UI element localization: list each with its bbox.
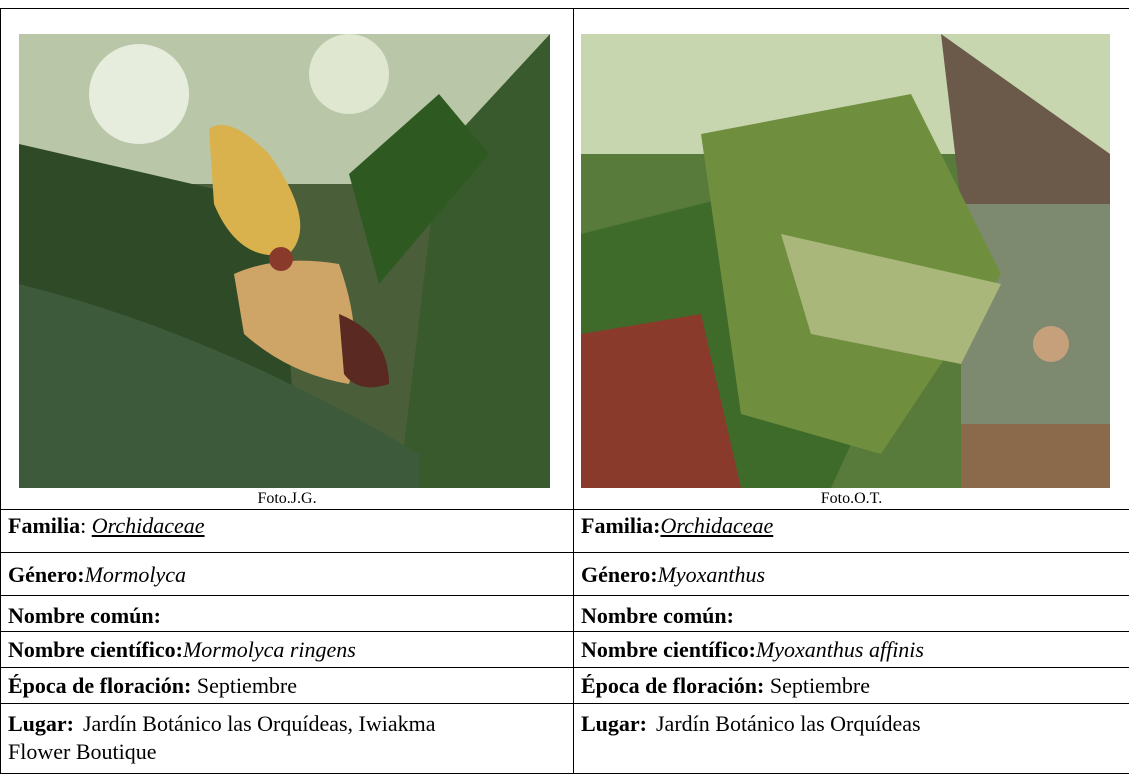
value: Myoxanthus affinis: [755, 637, 924, 662]
label: Familia: [8, 513, 81, 538]
epoca-row: Época de floración: Septiembre Época de …: [0, 667, 1129, 704]
cell: Género:Mormolyca: [0, 552, 574, 596]
genero-row: Género:Mormolyca Género:Myoxanthus: [0, 552, 1129, 596]
value: Septiembre: [196, 673, 298, 698]
label: Lugar:: [8, 711, 74, 736]
label: Lugar:: [581, 711, 647, 736]
cell: Nombre común:: [0, 595, 574, 632]
value: Mormolyca: [84, 562, 186, 587]
nombre-cientifico-row: Nombre científico:Mormolyca ringens Nomb…: [0, 631, 1129, 668]
label: Nombre común:: [581, 603, 734, 628]
species-table: Foto.J.G. Foto.O.T. Familia: Orchidaceae…: [0, 8, 1129, 774]
separator: :: [80, 513, 92, 538]
value: Orchidaceae: [91, 513, 205, 538]
lugar-row: Lugar: Jardín Botánico las Orquídeas, Iwi…: [0, 703, 1129, 774]
cell: Género:Myoxanthus: [573, 552, 1129, 596]
familia-row: Familia: Orchidaceae Familia:Orchidaceae: [0, 509, 1129, 553]
photo-cell: Foto.O.T.: [573, 8, 1129, 510]
photo-cell: Foto.J.G.: [0, 8, 574, 510]
cell: Lugar: Jardín Botánico las Orquídeas: [573, 703, 1129, 774]
label: Época de floración:: [8, 673, 192, 698]
photo-credit: Foto.O.T.: [820, 490, 883, 507]
photo-row: Foto.J.G. Foto.O.T.: [0, 8, 1129, 510]
cell: Nombre común:: [573, 595, 1129, 632]
cell: Familia: Orchidaceae: [0, 509, 574, 553]
photo-mormolyca: [19, 34, 550, 488]
cell: Nombre científico:Myoxanthus affinis: [573, 631, 1129, 668]
label: Nombre científico:: [8, 637, 183, 662]
value: Myoxanthus: [657, 562, 766, 587]
cell: Familia:Orchidaceae: [573, 509, 1129, 553]
value: Jardín Botánico las Orquídeas, Iwiakma F…: [8, 711, 436, 764]
value: Orchidaceae: [660, 513, 774, 538]
value: Jardín Botánico las Orquídeas: [656, 711, 921, 736]
value: Septiembre: [769, 673, 871, 698]
cell: Nombre científico:Mormolyca ringens: [0, 631, 574, 668]
value: Mormolyca ringens: [182, 637, 356, 662]
label: Familia:: [581, 513, 661, 538]
label: Género:: [8, 562, 85, 587]
label: Época de floración:: [581, 673, 765, 698]
cell: Época de floración: Septiembre: [0, 667, 574, 704]
label: Nombre científico:: [581, 637, 756, 662]
label: Género:: [581, 562, 658, 587]
photo-credit: Foto.J.G.: [257, 490, 317, 507]
cell: Lugar: Jardín Botánico las Orquídeas, Iwi…: [0, 703, 574, 774]
nombre-comun-row: Nombre común: Nombre común:: [0, 595, 1129, 632]
cell: Época de floración: Septiembre: [573, 667, 1129, 704]
label: Nombre común:: [8, 603, 161, 628]
photo-myoxanthus: [581, 34, 1110, 488]
